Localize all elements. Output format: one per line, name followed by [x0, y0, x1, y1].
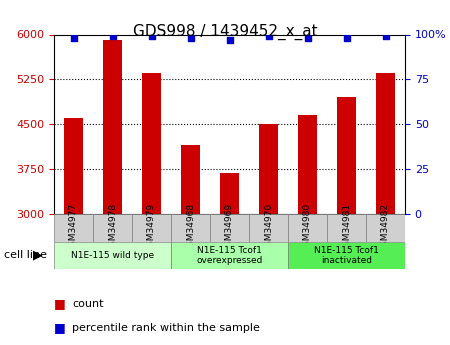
Bar [298, 115, 317, 214]
Bar [376, 73, 395, 214]
Point [187, 35, 194, 41]
Text: GSM34982: GSM34982 [381, 203, 390, 252]
FancyBboxPatch shape [249, 214, 288, 242]
Point [343, 35, 350, 41]
FancyBboxPatch shape [288, 241, 405, 269]
Bar [181, 145, 200, 214]
Text: GSM34978: GSM34978 [108, 203, 117, 252]
Text: GSM34979: GSM34979 [147, 203, 156, 252]
Point [382, 33, 389, 39]
Bar [103, 40, 122, 214]
Text: cell line: cell line [4, 250, 48, 260]
FancyBboxPatch shape [54, 241, 171, 269]
FancyBboxPatch shape [327, 214, 366, 242]
Bar [64, 118, 83, 214]
Text: ▶: ▶ [33, 249, 43, 262]
Text: percentile rank within the sample: percentile rank within the sample [72, 323, 260, 333]
FancyBboxPatch shape [210, 214, 249, 242]
Point [109, 33, 116, 39]
Text: GSM34981: GSM34981 [342, 203, 351, 252]
FancyBboxPatch shape [93, 214, 132, 242]
Text: GSM34969: GSM34969 [225, 203, 234, 252]
Text: GSM34980: GSM34980 [303, 203, 312, 252]
FancyBboxPatch shape [171, 214, 210, 242]
Text: GSM34970: GSM34970 [264, 203, 273, 252]
Text: N1E-115 Tcof1
inactivated: N1E-115 Tcof1 inactivated [314, 246, 379, 265]
FancyBboxPatch shape [132, 214, 171, 242]
Text: ■: ■ [54, 297, 66, 310]
Text: GSM34968: GSM34968 [186, 203, 195, 252]
Point [265, 33, 272, 39]
Point [226, 37, 233, 43]
FancyBboxPatch shape [288, 214, 327, 242]
Bar [337, 97, 356, 214]
FancyBboxPatch shape [171, 241, 288, 269]
Text: count: count [72, 299, 104, 308]
FancyBboxPatch shape [54, 214, 93, 242]
Text: ■: ■ [54, 321, 66, 334]
Point [304, 35, 311, 41]
FancyBboxPatch shape [366, 214, 405, 242]
Text: N1E-115 wild type: N1E-115 wild type [71, 251, 154, 260]
Text: GSM34977: GSM34977 [69, 203, 78, 252]
Point [148, 33, 155, 39]
Text: N1E-115 Tcof1
overexpressed: N1E-115 Tcof1 overexpressed [196, 246, 263, 265]
Bar [220, 173, 239, 214]
Point [70, 35, 77, 41]
Bar [259, 124, 278, 214]
Text: GDS998 / 1439452_x_at: GDS998 / 1439452_x_at [133, 24, 317, 40]
Bar [142, 73, 161, 214]
